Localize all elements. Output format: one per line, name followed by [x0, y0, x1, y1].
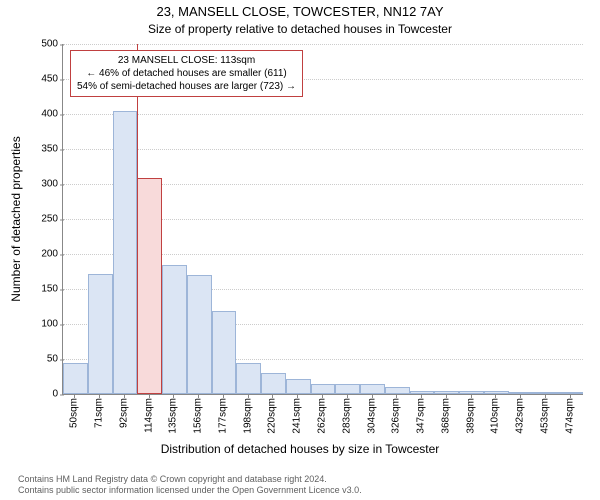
chart-title: 23, MANSELL CLOSE, TOWCESTER, NN12 7AY	[0, 4, 600, 19]
x-tick-label: 50sqm	[69, 398, 80, 428]
x-tick-label: 410sqm	[490, 398, 501, 434]
bar	[459, 391, 484, 395]
y-tick-label: 200	[41, 249, 58, 260]
grid-line	[63, 149, 583, 150]
x-axis-label: Distribution of detached houses by size …	[0, 442, 600, 456]
x-tick-label: 432sqm	[515, 398, 526, 434]
attribution: Contains HM Land Registry data © Crown c…	[18, 474, 362, 496]
y-axis-label: Number of detached properties	[9, 136, 23, 301]
info-line-3: 54% of semi-detached houses are larger (…	[77, 80, 296, 93]
y-tick-label: 150	[41, 284, 58, 295]
x-tick-label: 114sqm	[143, 398, 154, 433]
y-tick-label: 0	[52, 389, 58, 400]
bar	[286, 379, 311, 394]
bar	[558, 392, 583, 394]
y-tick-label: 450	[41, 74, 58, 85]
y-tick-label: 300	[41, 179, 58, 190]
x-tick-label: 304sqm	[366, 398, 377, 434]
x-tick-label: 326sqm	[391, 398, 402, 434]
x-tick-label: 368sqm	[440, 398, 451, 434]
bar	[236, 363, 261, 395]
x-tick-label: 177sqm	[217, 398, 228, 434]
info-box: 23 MANSELL CLOSE: 113sqm ← 46% of detach…	[70, 50, 303, 97]
x-tick-label: 347sqm	[416, 398, 427, 434]
x-tick-label: 156sqm	[193, 398, 204, 434]
x-tick-label: 220sqm	[267, 398, 278, 434]
y-tick-label: 350	[41, 144, 58, 155]
x-tick-label: 241sqm	[292, 398, 303, 434]
bar	[137, 178, 162, 394]
bar	[360, 384, 385, 395]
bar	[63, 363, 88, 395]
chart-subtitle: Size of property relative to detached ho…	[0, 22, 600, 36]
info-line-1: 23 MANSELL CLOSE: 113sqm	[77, 54, 296, 67]
x-tick-label: 135sqm	[168, 398, 179, 434]
x-tick-label: 283sqm	[341, 398, 352, 434]
attribution-line-2: Contains public sector information licen…	[18, 485, 362, 496]
bar	[113, 111, 138, 395]
bar	[261, 373, 286, 394]
bar	[311, 384, 336, 395]
x-tick-label: 198sqm	[242, 398, 253, 434]
bar	[187, 275, 212, 394]
y-tick-label: 250	[41, 214, 58, 225]
y-tick-label: 100	[41, 319, 58, 330]
attribution-line-1: Contains HM Land Registry data © Crown c…	[18, 474, 362, 485]
x-tick-label: 453sqm	[539, 398, 550, 434]
grid-line	[63, 114, 583, 115]
info-line-2: ← 46% of detached houses are smaller (61…	[77, 67, 296, 80]
bar	[162, 265, 187, 395]
x-tick-label: 474sqm	[564, 398, 575, 434]
bar	[385, 387, 410, 394]
x-tick-label: 262sqm	[317, 398, 328, 434]
y-tick-label: 500	[41, 39, 58, 50]
bar	[434, 391, 459, 395]
x-tick-label: 71sqm	[94, 398, 105, 428]
bar	[212, 311, 237, 394]
y-tick-label: 400	[41, 109, 58, 120]
chart-container: 23, MANSELL CLOSE, TOWCESTER, NN12 7AY S…	[0, 0, 600, 500]
x-tick-label: 389sqm	[465, 398, 476, 434]
bar	[335, 384, 360, 395]
bar	[88, 274, 113, 394]
grid-line	[63, 44, 583, 45]
y-tick-label: 50	[47, 354, 58, 365]
bar	[533, 392, 558, 394]
x-tick-label: 92sqm	[118, 398, 129, 428]
